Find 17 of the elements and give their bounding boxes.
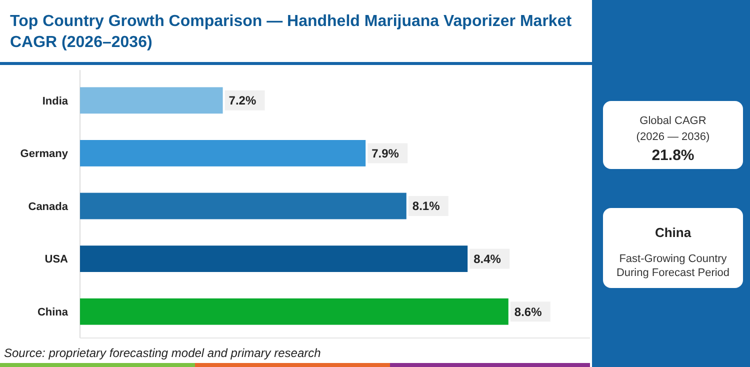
source-note: Source: proprietary forecasting model and primary research [4, 346, 322, 360]
text: China [654, 225, 692, 240]
text: 21.8% [652, 147, 694, 164]
text: (2026 — 2036) [636, 131, 710, 143]
text: Global CAGR [640, 115, 706, 127]
y-tick-label: India [42, 95, 69, 108]
text: Fast-Growing Country During Forecast Period [616, 253, 730, 279]
data-label: 8.1% [412, 199, 440, 214]
y-tick-label: USA [44, 254, 68, 266]
y-tick-label: China [37, 306, 69, 318]
data-label: 8.4% [474, 252, 502, 266]
y-tick-label: Germany [20, 148, 69, 160]
data-label: 8.6% [514, 304, 542, 319]
data-label: 7.2% [228, 94, 256, 108]
y-tick-label: Canada [28, 200, 69, 213]
data-label: 7.9% [372, 146, 400, 160]
chart-title: Top Country Growth Comparison — Handheld Marijuana Vaporizer Market CAGR (2026–2036) [10, 13, 572, 51]
